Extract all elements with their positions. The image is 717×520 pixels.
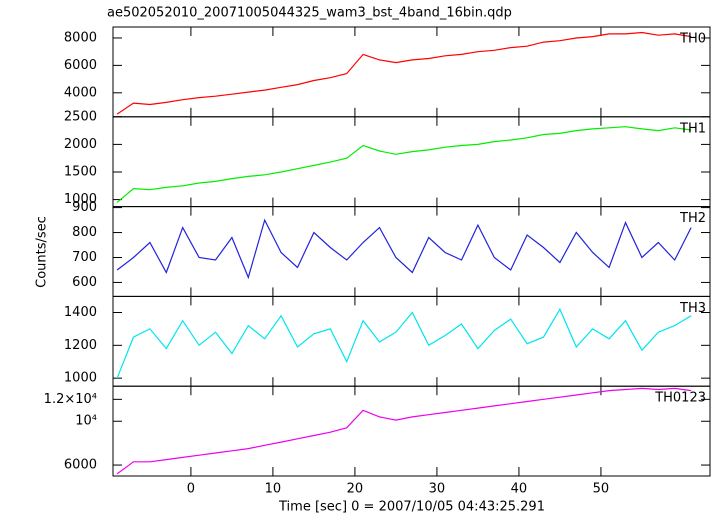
y-tick-label: 900 (72, 200, 97, 215)
y-tick-label: 1400 (64, 305, 97, 320)
data-line (116, 387, 692, 475)
series-label: TH0123 (654, 391, 706, 406)
y-tick-label: 800 (72, 225, 97, 240)
x-tick-label: 20 (347, 482, 364, 497)
data-line (116, 126, 692, 203)
series-label: TH2 (679, 211, 706, 226)
y-tick-label: 6000 (64, 458, 97, 473)
y-tick-label: 2500 (64, 109, 97, 124)
series-label: TH3 (679, 301, 706, 316)
panel-frame (112, 116, 711, 208)
y-tick-label: 1500 (64, 164, 97, 179)
x-axis-label: Time [sec] 0 = 2007/10/05 04:43:25.291 (278, 500, 545, 515)
x-tick-label: 0 (187, 482, 195, 497)
y-tick-label: 8000 (64, 30, 97, 45)
x-tick-label: 50 (593, 482, 610, 497)
data-line (116, 31, 692, 115)
x-tick-label: 10 (265, 482, 282, 497)
y-tick-label: 1.2×10⁴ (44, 392, 97, 407)
y-tick-label: 1200 (64, 338, 97, 353)
y-tick-label: 4000 (64, 85, 97, 100)
panel-frame (112, 385, 711, 477)
x-tick-label: 30 (429, 482, 446, 497)
data-line (116, 307, 692, 379)
series-label: TH1 (679, 121, 706, 136)
x-tick-label: 40 (511, 482, 528, 497)
panel-frame (112, 206, 711, 297)
y-tick-label: 1000 (64, 371, 97, 386)
y-tick-label: 2000 (64, 137, 97, 152)
y-tick-label: 600 (72, 275, 97, 290)
y-tick-label: 1000 (64, 192, 97, 207)
y-tick-label: 700 (72, 250, 97, 265)
data-line (116, 218, 692, 280)
panel-frame (112, 295, 711, 387)
y-tick-label: 10⁴ (75, 414, 97, 429)
y-tick-label: 6000 (64, 58, 97, 73)
y-axis-label: Counts/sec (35, 216, 50, 288)
chart-title: ae502052010_20071005044325_wam3_bst_4ban… (107, 6, 512, 21)
series-label: TH0 (679, 32, 706, 47)
panel-frame (112, 26, 711, 118)
